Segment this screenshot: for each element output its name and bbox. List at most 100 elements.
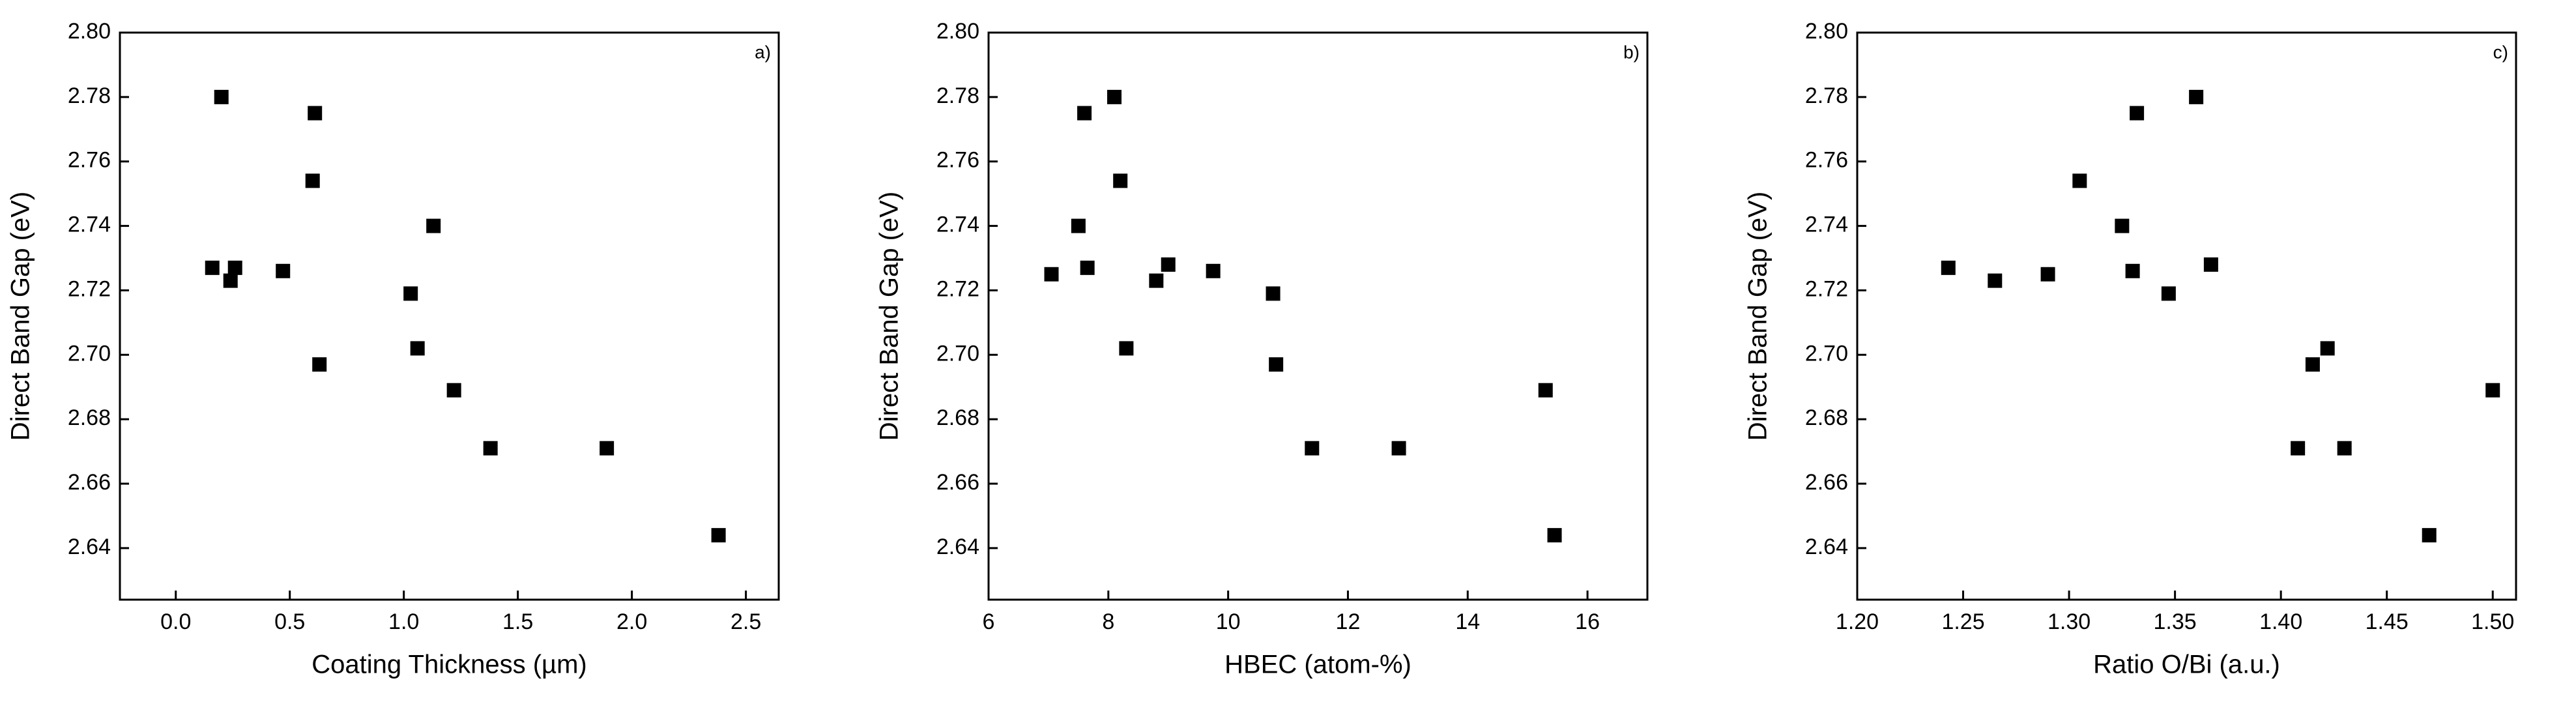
x-tick-label: 1.0 <box>388 609 419 634</box>
scatter-point <box>1269 357 1284 372</box>
y-tick-label: 2.74 <box>1805 212 1848 237</box>
x-tick-label: 1.45 <box>2366 609 2409 634</box>
x-tick-label: 10 <box>1216 609 1241 634</box>
y-tick-label: 2.76 <box>936 148 979 173</box>
y-tick-label: 2.80 <box>1805 19 1848 44</box>
y-axis-title: Direct Band Gap (eV) <box>875 192 904 441</box>
y-tick-label: 2.64 <box>936 534 979 559</box>
y-tick-label: 2.72 <box>936 276 979 301</box>
x-tick-label: 12 <box>1336 609 1361 634</box>
scatter-point <box>1547 528 1562 543</box>
plot-frame <box>119 31 780 601</box>
scatter-point <box>223 273 238 288</box>
scatter-point <box>2203 257 2218 272</box>
y-tick-label: 2.66 <box>68 470 111 495</box>
scatter-point <box>2115 218 2130 233</box>
scatter-point <box>1149 273 1164 288</box>
x-tick-label: 1.35 <box>2154 609 2197 634</box>
y-tick-label: 2.68 <box>68 405 111 430</box>
scatter-point <box>2130 106 2145 121</box>
scatter-point <box>2189 89 2204 104</box>
scatter-point <box>2291 441 2306 456</box>
scatter-point <box>1077 106 1092 121</box>
y-tick-label: 2.66 <box>1805 470 1848 495</box>
scatter-point <box>205 260 220 275</box>
plot-frame <box>987 31 1649 601</box>
x-axis-title: Coating Thickness (µm) <box>311 651 586 679</box>
y-tick-label: 2.76 <box>1805 148 1848 173</box>
scatter-point <box>2161 286 2176 301</box>
x-tick-label: 0.5 <box>274 609 305 634</box>
y-tick-label: 2.72 <box>1805 276 1848 301</box>
x-tick-label: 6 <box>983 609 995 634</box>
scatter-point <box>1044 267 1059 282</box>
scatter-point <box>1538 383 1553 398</box>
y-tick-label: 2.70 <box>936 341 979 366</box>
scatter-point <box>2072 173 2087 188</box>
scatter-point <box>276 263 291 278</box>
panel-label: c) <box>2493 42 2508 62</box>
y-tick-label: 2.70 <box>1805 341 1848 366</box>
y-tick-label: 2.76 <box>68 148 111 173</box>
y-tick-label: 2.80 <box>936 19 979 44</box>
scatter-point <box>1107 89 1122 104</box>
scatter-point <box>403 286 418 301</box>
y-tick-label: 2.68 <box>936 405 979 430</box>
scatter-point <box>2125 263 2140 278</box>
scatter-point <box>1305 441 1320 456</box>
scatter-point <box>1113 173 1128 188</box>
scatter-point <box>446 383 461 398</box>
y-tick-label: 2.72 <box>68 276 111 301</box>
scatter-point <box>410 341 425 356</box>
scatter-point <box>312 357 327 372</box>
y-tick-label: 2.78 <box>1805 83 1848 108</box>
x-tick-label: 1.30 <box>2048 609 2091 634</box>
scatter-point <box>227 260 242 275</box>
x-tick-label: 14 <box>1455 609 1480 634</box>
scatter-point <box>1071 218 1086 233</box>
scatter-point <box>600 441 615 456</box>
scatter-point <box>1080 260 1095 275</box>
scatter-point <box>1941 260 1956 275</box>
y-axis-title: Direct Band Gap (eV) <box>1744 192 1773 441</box>
y-tick-label: 2.74 <box>68 212 111 237</box>
scatter-point <box>1988 273 2003 288</box>
panel-label: b) <box>1623 42 1640 62</box>
y-tick-label: 2.68 <box>1805 405 1848 430</box>
y-tick-label: 2.70 <box>68 341 111 366</box>
x-tick-label: 1.40 <box>2259 609 2302 634</box>
x-tick-label: 2.0 <box>616 609 647 634</box>
x-tick-label: 1.20 <box>1836 609 1879 634</box>
y-tick-label: 2.80 <box>68 19 111 44</box>
scatter-point <box>711 528 726 543</box>
scatter-point <box>214 89 229 104</box>
y-tick-label: 2.64 <box>68 534 111 559</box>
x-tick-label: 0.0 <box>160 609 191 634</box>
scatter-point <box>2337 441 2352 456</box>
x-axis-title: Ratio O/Bi (a.u.) <box>2093 651 2280 679</box>
y-tick-label: 2.74 <box>936 212 979 237</box>
scatter-point <box>1206 263 1221 278</box>
scatter-point <box>1266 286 1281 301</box>
scatter-point <box>1119 341 1134 356</box>
scatter-point <box>2485 383 2500 398</box>
scatter-point <box>2305 357 2320 372</box>
x-tick-label: 1.50 <box>2471 609 2514 634</box>
scatter-point <box>1391 441 1406 456</box>
scatter-point <box>308 106 323 121</box>
x-tick-label: 1.5 <box>502 609 533 634</box>
x-tick-label: 8 <box>1102 609 1114 634</box>
plot-frame <box>1856 31 2517 601</box>
x-tick-label: 2.5 <box>731 609 761 634</box>
scatter-point <box>2320 341 2335 356</box>
scatter-point <box>483 441 498 456</box>
y-tick-label: 2.66 <box>936 470 979 495</box>
y-tick-label: 2.78 <box>68 83 111 108</box>
y-tick-label: 2.78 <box>936 83 979 108</box>
scatter-point <box>1161 257 1176 272</box>
scatter-point <box>2040 267 2055 282</box>
x-tick-label: 16 <box>1575 609 1600 634</box>
x-tick-label: 1.25 <box>1941 609 1984 634</box>
scatter-point <box>2422 528 2437 543</box>
y-axis-title: Direct Band Gap (eV) <box>7 192 35 441</box>
